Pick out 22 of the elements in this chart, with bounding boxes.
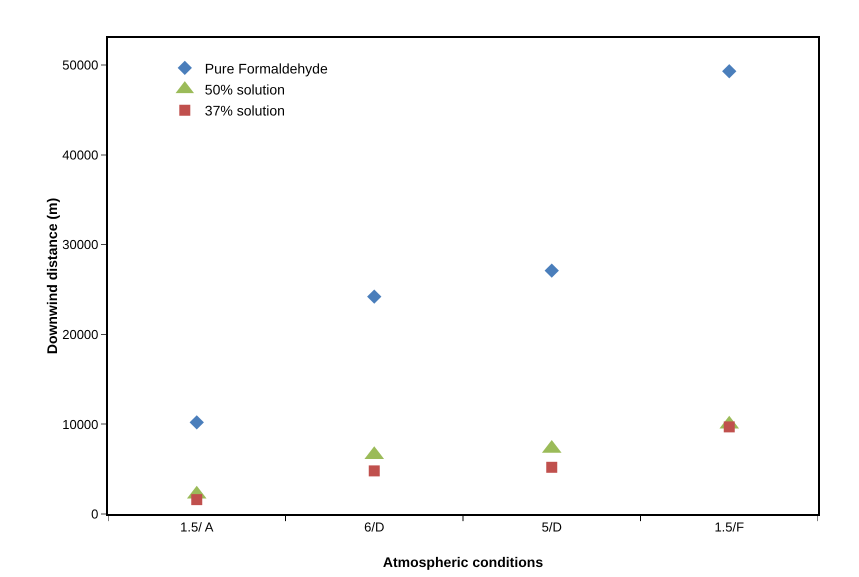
point	[544, 263, 559, 278]
x-axis-title: Atmospheric conditions	[382, 554, 544, 570]
point	[722, 64, 736, 78]
point	[367, 290, 382, 304]
point	[190, 415, 204, 430]
x-tick-label: 5/D	[542, 520, 562, 535]
y-tick-label: 30000	[62, 237, 98, 252]
x-tick-label: 1.5/ A	[180, 520, 214, 535]
y-tick-label: 20000	[62, 326, 98, 342]
legend-label: Pure Formaldehyde	[204, 60, 328, 76]
point	[191, 494, 202, 506]
point	[546, 462, 558, 473]
y-tick-label: 50000	[62, 57, 98, 72]
x-tick-label: 1.5/F	[714, 520, 744, 535]
y-tick-label: 10000	[62, 416, 98, 432]
y-tick-label: 40000	[62, 147, 98, 162]
legend-label: 37% solution	[204, 102, 285, 119]
legend-label: 50% solution	[204, 82, 285, 98]
y-tick-label: 0	[91, 506, 98, 522]
x-tick-label: 6/D	[364, 520, 384, 535]
point	[368, 465, 380, 476]
y-axis-title: Downwind distance (m)	[44, 198, 60, 354]
